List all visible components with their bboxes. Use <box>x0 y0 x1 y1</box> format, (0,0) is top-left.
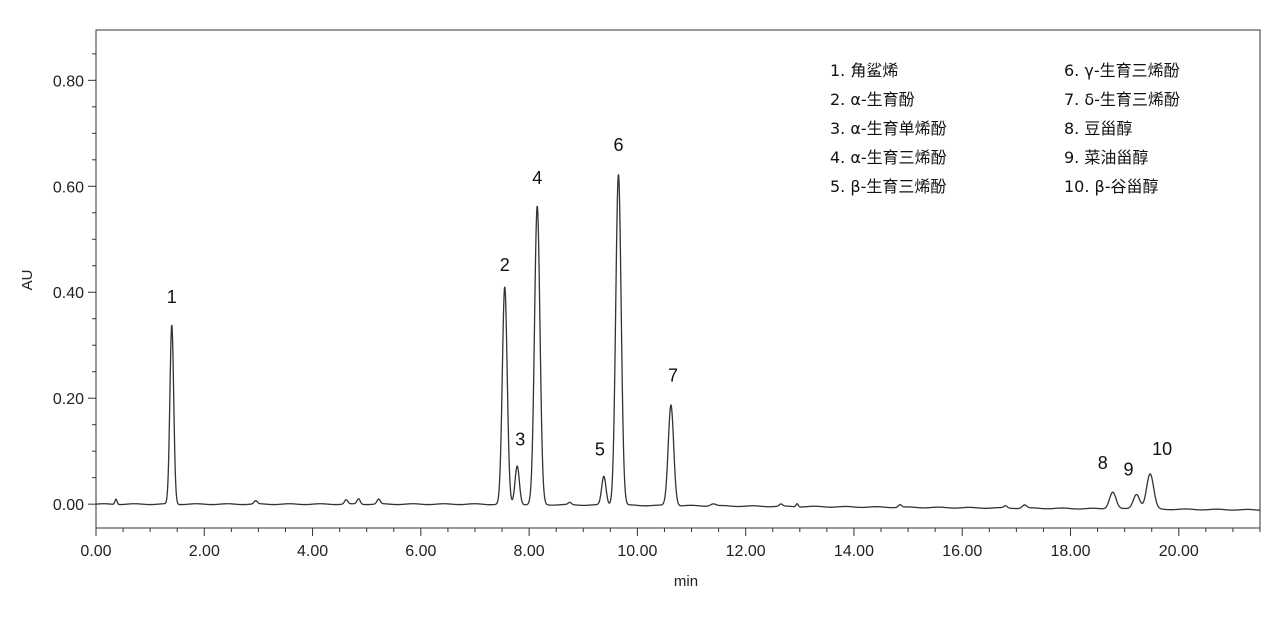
x-tick-label: 6.00 <box>405 543 436 560</box>
legend-entry: 9. 菜油甾醇 <box>1064 148 1148 167</box>
peak-label: 3 <box>515 429 525 449</box>
x-tick-label: 20.00 <box>1159 543 1199 560</box>
legend-entry: 2. α-生育酚 <box>830 90 915 109</box>
y-tick-label: 0.60 <box>53 179 84 196</box>
peak-label: 10 <box>1152 439 1172 459</box>
legend-entry: 8. 豆甾醇 <box>1064 119 1132 138</box>
legend: 1. 角鲨烯 2. α-生育酚 3. α-生育单烯酚 4. α-生育三烯酚 5. β-生… <box>830 61 1180 196</box>
peak-label: 5 <box>595 440 605 460</box>
peak-label: 9 <box>1124 459 1134 479</box>
peak-label: 7 <box>668 366 678 386</box>
legend-entry: 5. β-生育三烯酚 <box>830 177 946 196</box>
x-tick-label: 16.00 <box>942 543 982 560</box>
plot-frame <box>95 29 1261 529</box>
y-tick-label: 0.00 <box>53 497 84 514</box>
y-axis: 0.00 0.20 0.40 0.60 0.80 <box>53 53 96 514</box>
y-tick-label: 0.20 <box>53 391 84 408</box>
x-axis-label: min <box>674 573 698 590</box>
peak-label: 6 <box>613 135 623 155</box>
y-tick-label: 0.80 <box>53 73 84 90</box>
x-tick-label: 10.00 <box>617 543 657 560</box>
y-tick-label: 0.40 <box>53 285 84 302</box>
peak-label: 2 <box>500 255 510 275</box>
x-axis: 0.00 2.00 4.00 6.00 8.00 10.00 12.00 14.00 16.00… <box>80 528 1261 560</box>
x-tick-label: 18.00 <box>1050 543 1090 560</box>
chromatogram-trace <box>95 174 1261 511</box>
legend-entry: 4. α-生育三烯酚 <box>830 148 947 167</box>
legend-entry: 1. 角鲨烯 <box>830 61 898 80</box>
legend-entry: 3. α-生育单烯酚 <box>830 119 947 138</box>
peak-label: 1 <box>167 287 177 307</box>
x-tick-label: 0.00 <box>80 543 111 560</box>
peak-labels: 1 2 3 4 5 6 7 8 9 10 <box>167 135 1172 479</box>
y-axis-label: AU <box>19 270 36 291</box>
legend-entry: 7. δ-生育三烯酚 <box>1064 90 1180 109</box>
peak-label: 8 <box>1098 453 1108 473</box>
x-tick-label: 14.00 <box>834 543 874 560</box>
x-tick-label: 8.00 <box>514 543 545 560</box>
legend-entry: 10. β-谷甾醇 <box>1064 177 1159 196</box>
x-tick-label: 12.00 <box>726 543 766 560</box>
x-tick-label: 2.00 <box>189 543 220 560</box>
x-tick-label: 4.00 <box>297 543 328 560</box>
legend-entry: 6. γ-生育三烯酚 <box>1064 61 1180 80</box>
peak-label: 4 <box>532 168 542 188</box>
